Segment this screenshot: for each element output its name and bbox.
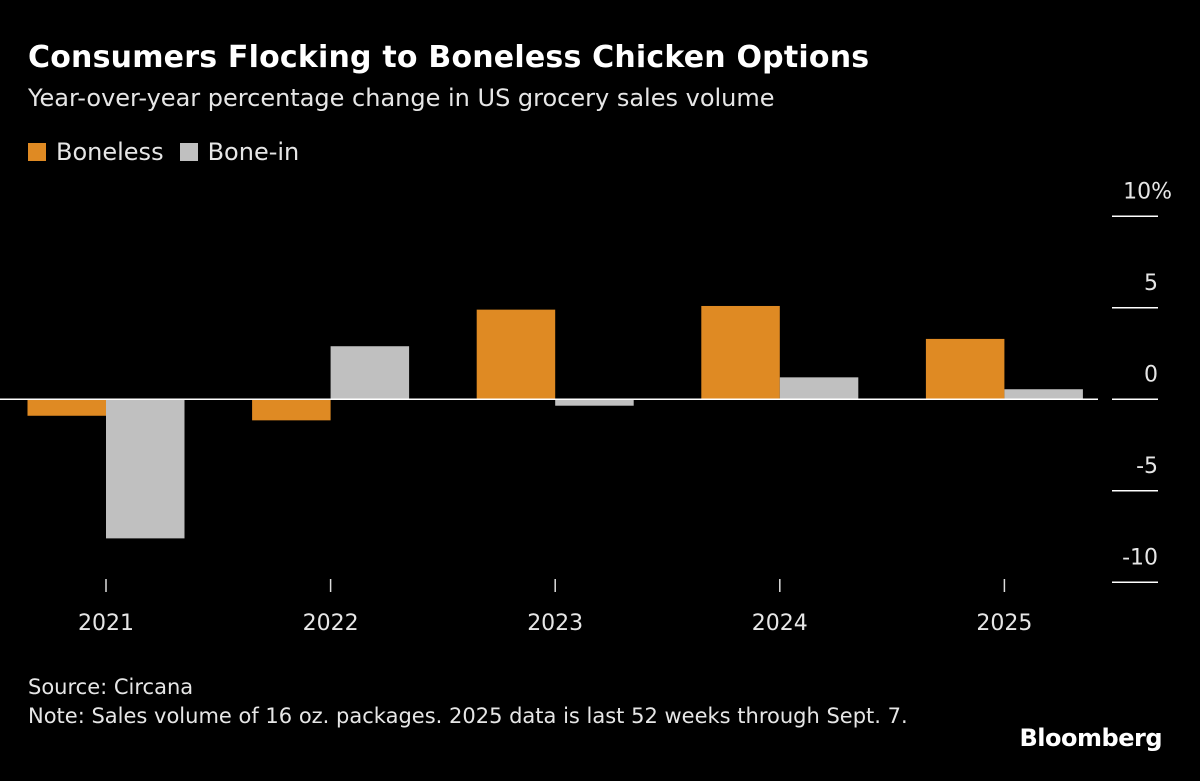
y-tick-label: -5 <box>1136 454 1158 479</box>
bar-bone-in-2021 <box>106 399 185 539</box>
bar-boneless-2024 <box>701 305 780 400</box>
y-tick-label: 0 <box>1144 362 1158 387</box>
source-text: Source: Circana <box>28 675 194 699</box>
bar-boneless-2022 <box>252 399 331 421</box>
x-tick-label: 2025 <box>976 611 1032 636</box>
x-tick-label: 2022 <box>303 611 359 636</box>
legend-swatch-bone-in <box>179 143 198 161</box>
bar-boneless-2023 <box>476 309 556 400</box>
bar-bone-in-2023 <box>555 399 634 406</box>
legend-item-boneless: Boneless <box>28 138 164 166</box>
legend-item-bone-in: Bone-in <box>179 138 300 166</box>
y-tick-label: -10 <box>1122 545 1158 570</box>
bar-boneless-2021 <box>27 399 106 416</box>
bar-bone-in-2022 <box>330 346 410 400</box>
legend-label: Boneless <box>56 138 164 166</box>
bar-boneless-2025 <box>925 338 1005 400</box>
bar-bone-in-2025 <box>1004 389 1083 400</box>
y-tick-label: 5 <box>1144 271 1158 296</box>
legend-label: Bone-in <box>207 138 300 166</box>
chart-title: Consumers Flocking to Boneless Chicken O… <box>28 40 870 75</box>
note-text: Note: Sales volume of 16 oz. packages. 2… <box>28 704 908 728</box>
bar-bone-in-2024 <box>779 377 859 400</box>
x-tick-label: 2023 <box>527 611 583 636</box>
chart-subtitle: Year-over-year percentage change in US g… <box>28 84 775 112</box>
x-tick-label: 2024 <box>752 611 808 636</box>
footer: Source: Circana Note: Sales volume of 16… <box>28 673 968 731</box>
y-tick-label: 10% <box>1123 179 1172 204</box>
bloomberg-logo: Bloomberg <box>1019 724 1163 752</box>
legend-swatch-boneless <box>28 143 46 161</box>
legend: Boneless Bone-in <box>28 138 315 166</box>
x-tick-label: 2021 <box>78 611 134 636</box>
